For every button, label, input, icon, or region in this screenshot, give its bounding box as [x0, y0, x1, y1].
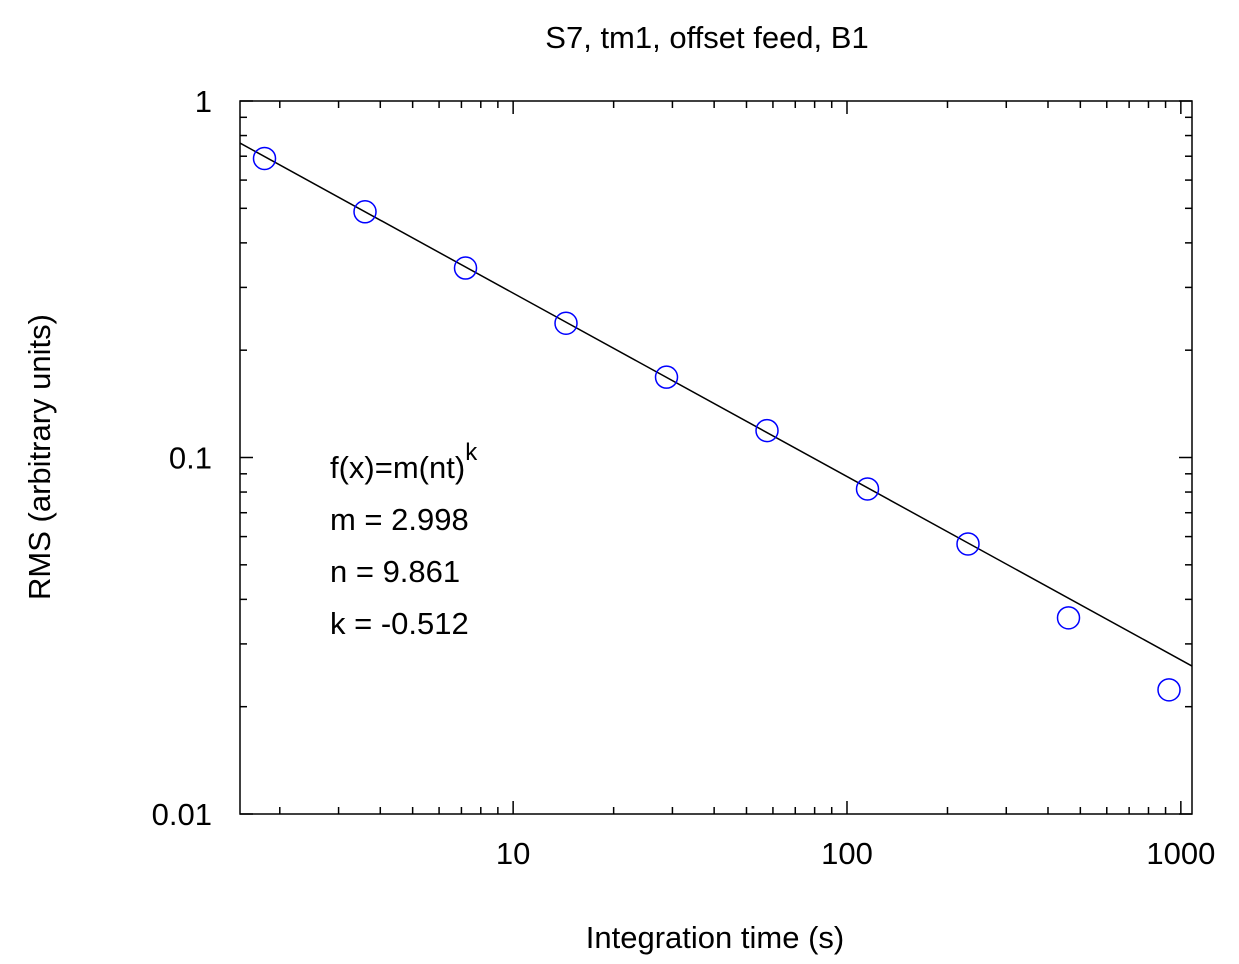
data-point [252, 146, 277, 171]
data-point [453, 256, 478, 280]
x-tick-label: 100 [821, 836, 873, 871]
data-point [855, 477, 880, 501]
fit-formula: f(x)=m(nt)k [330, 439, 478, 485]
x-axis-label: Integration time (s) [586, 920, 844, 955]
fit-parameter: m = 2.998 [330, 502, 469, 537]
chart-title: S7, tm1, offset feed, B1 [545, 20, 868, 55]
data-point [654, 365, 679, 389]
formula-base: f(x)=m(nt) [330, 450, 465, 485]
fit-line [239, 142, 1193, 667]
fit-parameter: n = 9.861 [330, 554, 460, 589]
data-point [755, 418, 779, 443]
fit-parameter: k = -0.512 [330, 606, 469, 641]
data-point [1056, 606, 1081, 630]
y-tick-label: 0.01 [152, 797, 212, 832]
data-point [554, 311, 578, 336]
data-point [956, 532, 980, 556]
y-tick-label: 1 [195, 84, 212, 119]
y-tick-label: 0.1 [169, 441, 212, 476]
x-tick-label: 10 [496, 836, 530, 871]
x-tick-label: 1000 [1146, 836, 1215, 871]
data-point [1157, 678, 1181, 702]
data-point [353, 200, 377, 224]
formula-superscript: k [465, 439, 478, 466]
y-axis-label: RMS (arbitrary units) [22, 314, 57, 600]
